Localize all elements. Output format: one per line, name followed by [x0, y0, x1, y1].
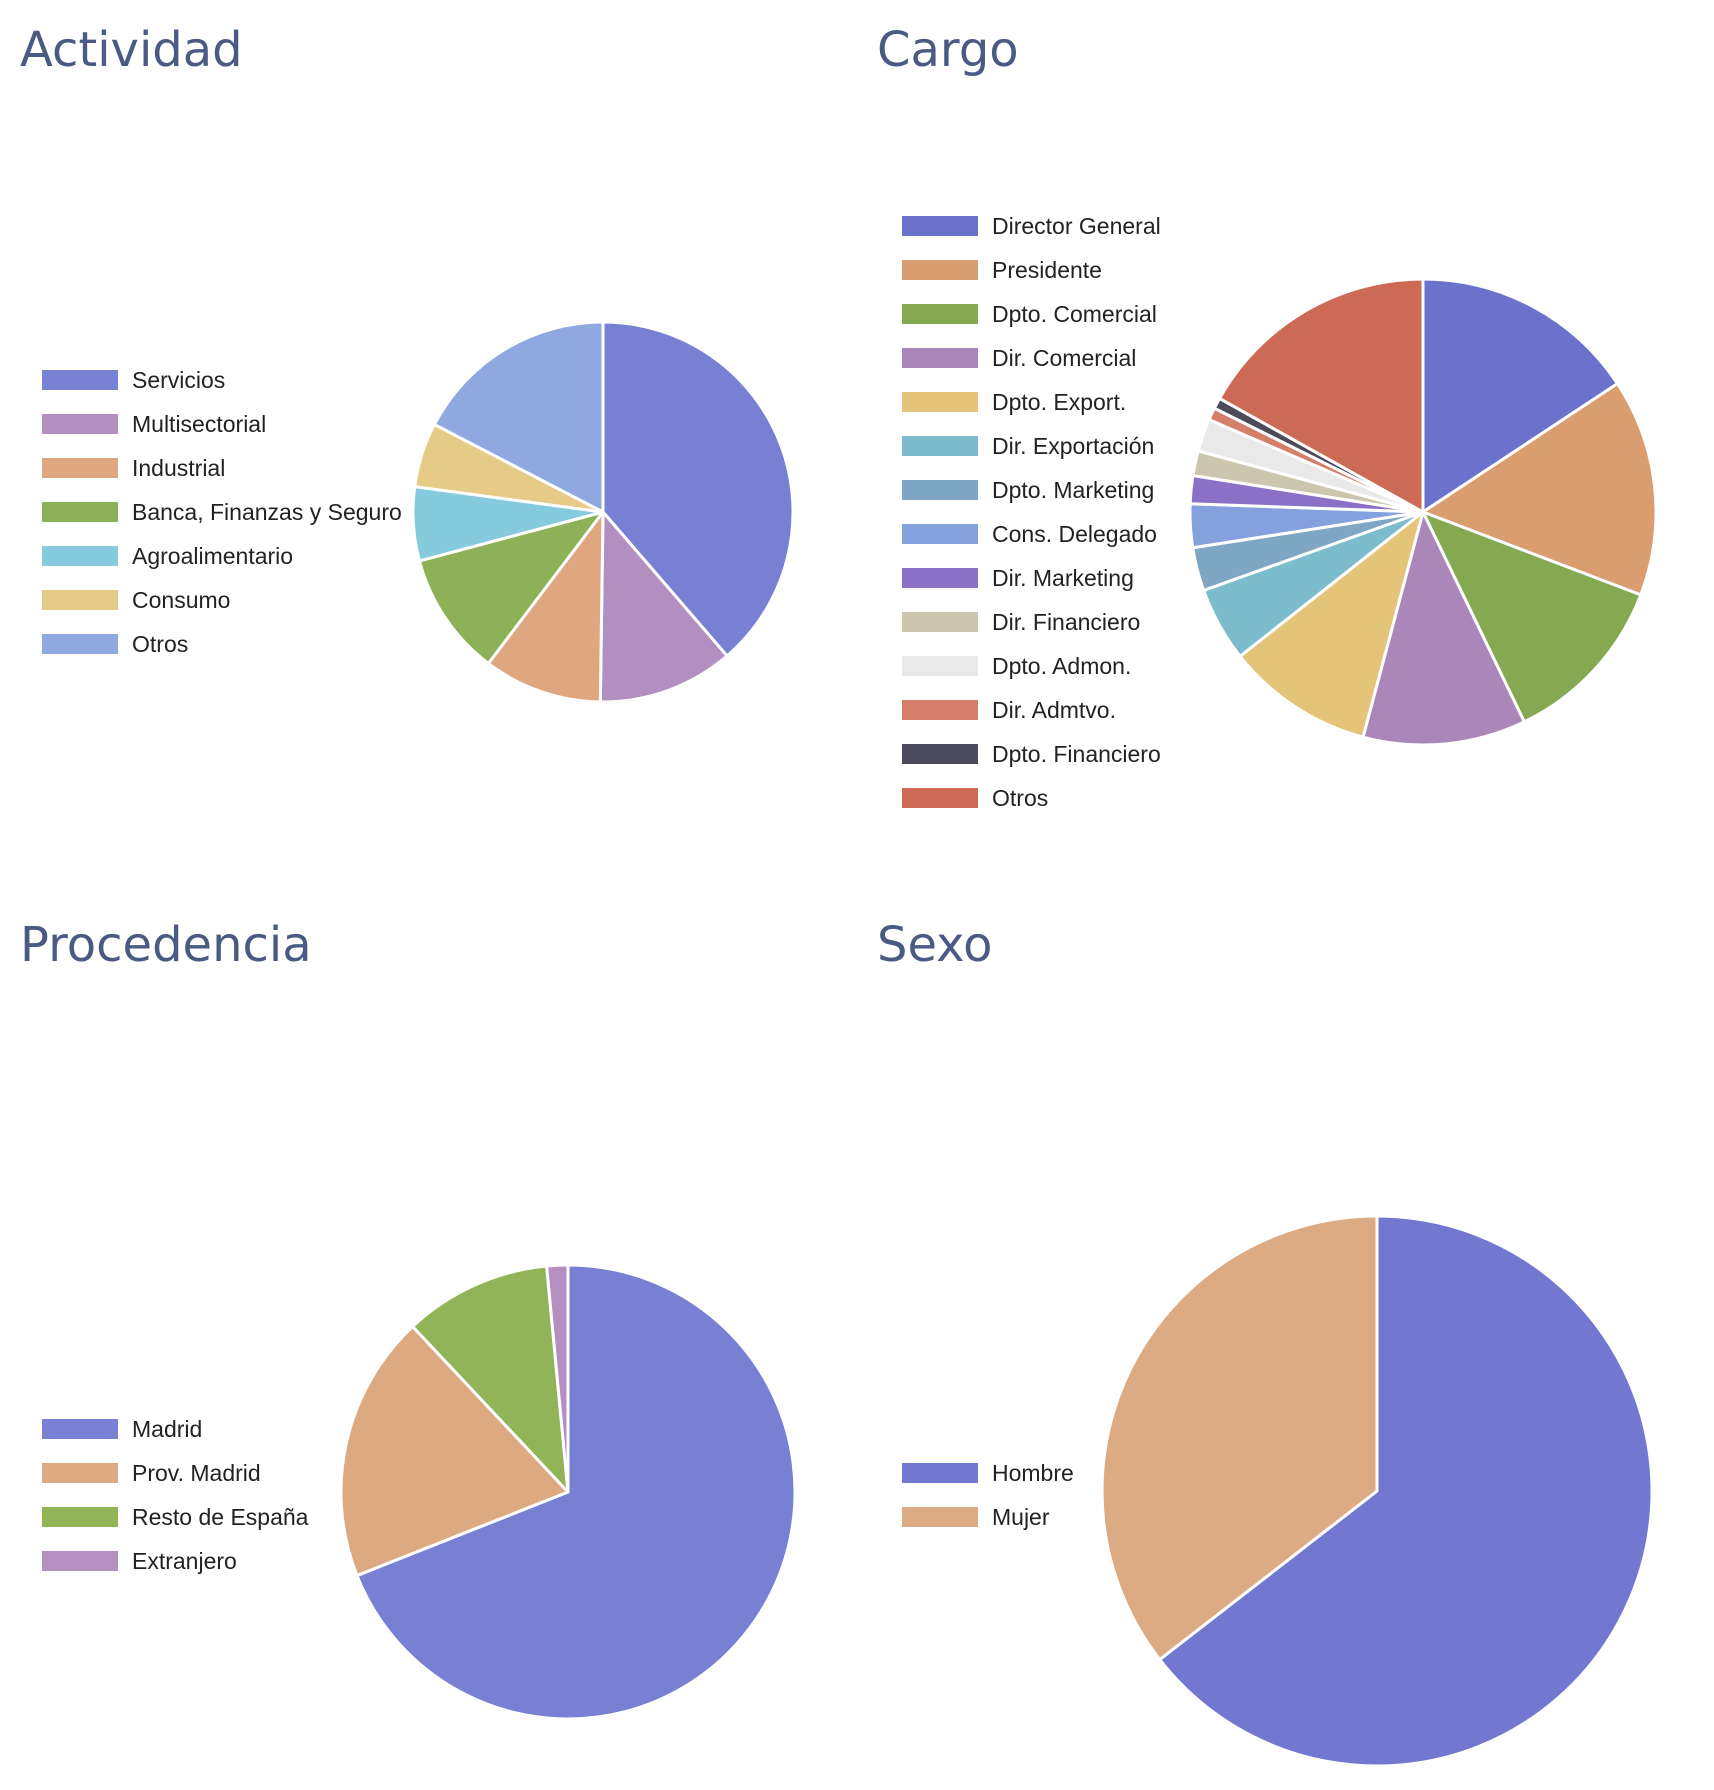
- legend-swatch-mujer: [902, 1507, 978, 1527]
- pie-slice-presidente: [1421, 382, 1658, 597]
- legend-label-dir-financiero: Dir. Financiero: [992, 609, 1140, 635]
- pie-slice-prov-madrid: [339, 1325, 570, 1578]
- legend-swatch-presidente: [902, 260, 978, 280]
- legend-swatch-consumo: [42, 590, 118, 610]
- legend-swatch-dpto-financiero: [902, 744, 978, 764]
- legend-swatch-dir-admtvo: [902, 700, 978, 720]
- legend-swatch-dir-marketing: [902, 568, 978, 588]
- legend-swatch-otros: [42, 634, 118, 654]
- chart-title-procedencia: Procedencia: [20, 917, 312, 973]
- legend-label-cons-delegado: Cons. Delegado: [992, 521, 1157, 547]
- legend-label-presidente: Presidente: [992, 257, 1102, 283]
- legend-label-dpto-financiero: Dpto. Financiero: [992, 741, 1161, 767]
- legend-label-resto-de-espana: Resto de España: [132, 1504, 309, 1530]
- legend-swatch-cons-delegado: [902, 524, 978, 544]
- legend-swatch-banca-finanzas-y-seguro: [42, 502, 118, 522]
- legend-label-agroalimentario: Agroalimentario: [132, 543, 293, 569]
- legend-label-dpto-marketing: Dpto. Marketing: [992, 477, 1154, 503]
- pie-slice-extranjero: [545, 1263, 570, 1494]
- legend-swatch-resto-de-espana: [42, 1507, 118, 1527]
- legend-swatch-director-general: [902, 216, 978, 236]
- legend-swatch-dir-comercial: [902, 348, 978, 368]
- pie-slice-madrid: [355, 1263, 797, 1721]
- chart-panel-actividad: Actividad Servicios Multisectorial Industr…: [0, 0, 857, 895]
- legend-label-dir-admtvo: Dir. Admtvo.: [992, 697, 1116, 723]
- pie-slice-dpto-export: [1238, 510, 1425, 739]
- pie-slice-resto-de-espana: [411, 1264, 570, 1494]
- chart-panel-cargo: Cargo Director General Presidente Dpto. Co…: [857, 0, 1714, 895]
- legend-label-servicios: Servicios: [132, 367, 225, 393]
- legend-swatch-agroalimentario: [42, 546, 118, 566]
- legend-swatch-dpto-export: [902, 392, 978, 412]
- pie-chart-sexo: Hombre Mujer: [902, 1214, 1654, 1768]
- legend-swatch-hombre: [902, 1463, 978, 1483]
- legend-label-industrial: Industrial: [132, 455, 225, 481]
- legend-label-otros: Otros: [992, 785, 1048, 811]
- legend-label-dir-comercial: Dir. Comercial: [992, 345, 1136, 371]
- legend-swatch-dpto-marketing: [902, 480, 978, 500]
- legend-label-hombre: Hombre: [992, 1460, 1074, 1486]
- legend-swatch-servicios: [42, 370, 118, 390]
- legend-swatch-otros: [902, 788, 978, 808]
- pie-slice-servicios: [601, 320, 795, 658]
- legend-label-director-general: Director General: [992, 213, 1161, 239]
- pie-slice-mujer: [1100, 1214, 1379, 1662]
- legend-label-dir-marketing: Dir. Marketing: [992, 565, 1134, 591]
- legend-label-dpto-admon: Dpto. Admon.: [992, 653, 1131, 679]
- legend-swatch-dpto-admon: [902, 656, 978, 676]
- chart-title-cargo: Cargo: [877, 22, 1019, 78]
- legend-swatch-madrid: [42, 1419, 118, 1439]
- pie-slice-multisectorial: [598, 510, 729, 704]
- pie-chart-cargo: Director General Presidente Dpto. Comercia…: [902, 213, 1658, 811]
- chart-panel-sexo: Sexo Hombre Mujer: [857, 895, 1714, 1790]
- legend-label-consumo: Consumo: [132, 587, 230, 613]
- pie-chart-actividad: Servicios Multisectorial Industrial Banca, …: [42, 320, 795, 704]
- legend-label-madrid: Madrid: [132, 1416, 202, 1442]
- legend-swatch-dir-financiero: [902, 612, 978, 632]
- pie-slice-otros: [432, 320, 605, 514]
- chart-title-sexo: Sexo: [877, 917, 993, 973]
- pie-slice-director-general: [1421, 277, 1619, 514]
- legend-label-dir-exportacion: Dir. Exportación: [992, 433, 1154, 459]
- pie-slice-dpto-comercial: [1421, 510, 1643, 724]
- legend-swatch-prov-madrid: [42, 1463, 118, 1483]
- legend-swatch-extranjero: [42, 1551, 118, 1571]
- legend-label-extranjero: Extranjero: [132, 1548, 237, 1574]
- chart-panel-procedencia: Procedencia Madrid Prov. Madrid Resto de E…: [0, 895, 857, 1790]
- legend-swatch-dir-exportacion: [902, 436, 978, 456]
- pie-slice-industrial: [486, 510, 605, 704]
- pie-chart-procedencia: Madrid Prov. Madrid Resto de España Extranj…: [42, 1263, 797, 1721]
- legend-swatch-dpto-comercial: [902, 304, 978, 324]
- legend-swatch-industrial: [42, 458, 118, 478]
- legend-label-otros: Otros: [132, 631, 188, 657]
- legend-swatch-multisectorial: [42, 414, 118, 434]
- legend-label-dpto-comercial: Dpto. Comercial: [992, 301, 1157, 327]
- chart-title-actividad: Actividad: [20, 22, 243, 78]
- pie-slice-hombre: [1158, 1214, 1654, 1768]
- legend-label-dpto-export: Dpto. Export.: [992, 389, 1126, 415]
- legend-label-prov-madrid: Prov. Madrid: [132, 1460, 261, 1486]
- legend-label-banca-finanzas-y-seguro: Banca, Finanzas y Seguro: [132, 499, 402, 525]
- legend-label-mujer: Mujer: [992, 1504, 1050, 1530]
- pie-slice-otros: [1218, 277, 1425, 514]
- legend-label-multisectorial: Multisectorial: [132, 411, 266, 437]
- pie-slice-dir-comercial: [1361, 510, 1526, 747]
